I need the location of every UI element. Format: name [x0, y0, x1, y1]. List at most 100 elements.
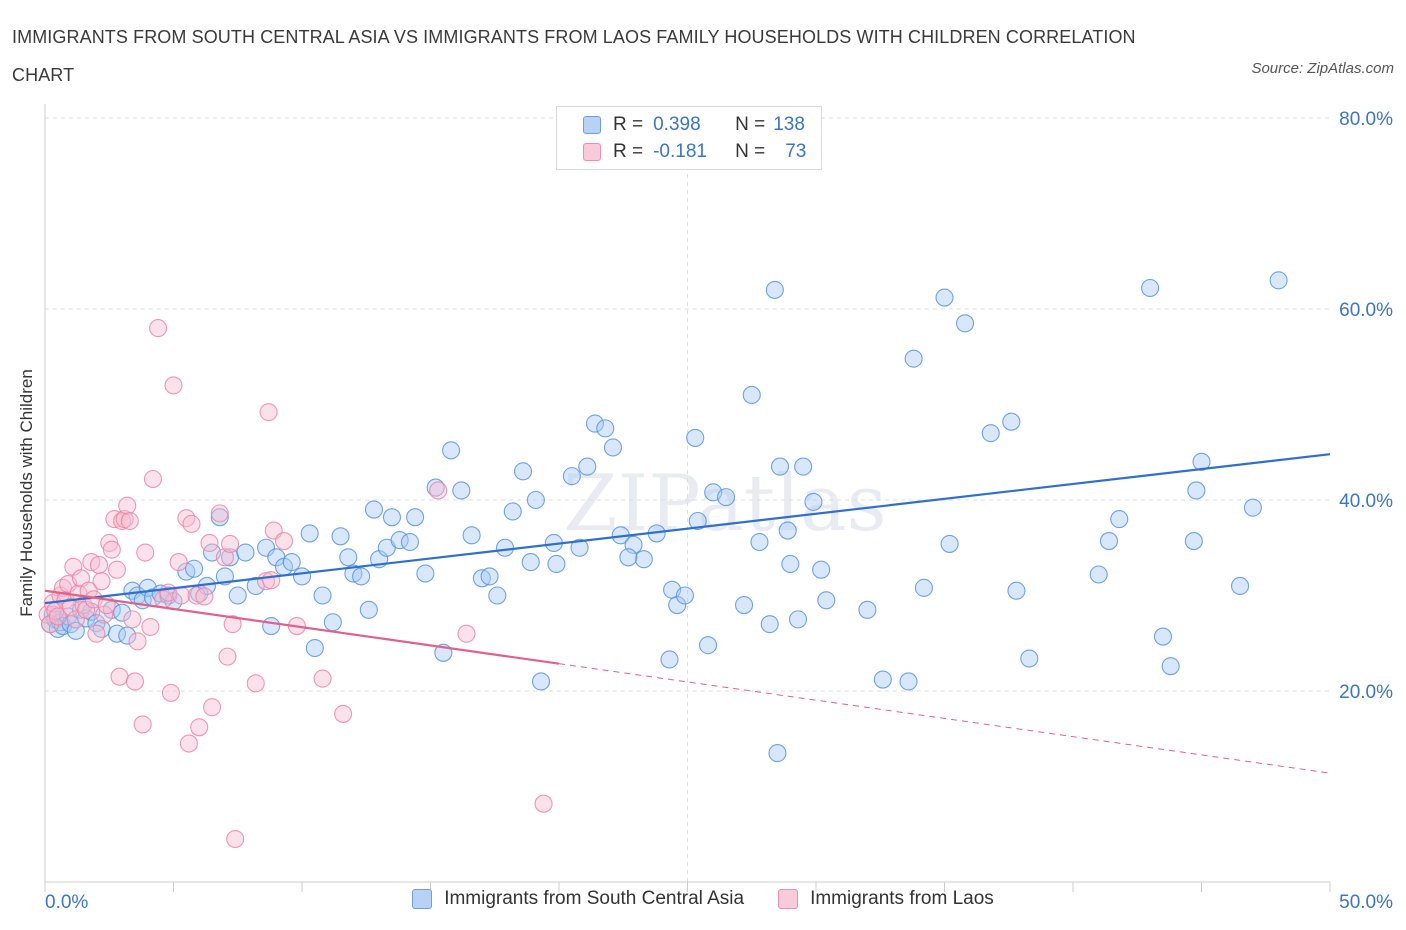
point-laos	[143, 469, 162, 489]
n-label: N =	[735, 141, 766, 162]
point-south-central-asia	[305, 638, 324, 658]
trend-line-laos-dashed	[558, 663, 1331, 774]
point-laos	[203, 698, 222, 717]
point-south-central-asia	[1269, 271, 1288, 290]
point-south-central-asia	[585, 414, 605, 433]
point-south-central-asia	[781, 554, 800, 574]
point-laos	[118, 496, 137, 515]
point-south-central-asia	[521, 553, 540, 572]
point-south-central-asia	[603, 438, 623, 457]
point-laos	[246, 674, 265, 693]
point-south-central-asia	[352, 567, 371, 586]
point-laos	[172, 586, 191, 605]
point-south-central-asia	[817, 591, 836, 610]
data-points	[38, 271, 1288, 849]
point-south-central-asia	[526, 490, 545, 510]
point-south-central-asia	[570, 538, 589, 557]
point-south-central-asia	[1099, 532, 1119, 551]
legend-item-south-central-asia[interactable]: Immigrants from South Central Asia	[412, 888, 744, 910]
point-laos	[534, 794, 553, 813]
point-south-central-asia	[716, 488, 736, 507]
point-laos	[120, 511, 139, 531]
point-south-central-asia	[400, 532, 419, 552]
point-south-central-asia	[619, 548, 638, 567]
point-laos	[210, 504, 229, 523]
point-south-central-asia	[812, 560, 831, 579]
legend-label: Immigrants from South Central Asia	[444, 888, 745, 909]
point-laos	[107, 560, 127, 579]
point-laos	[187, 586, 206, 605]
legend-item-laos[interactable]: Immigrants from Laos	[778, 888, 994, 910]
point-south-central-asia	[760, 615, 779, 634]
point-south-central-asia	[323, 613, 342, 632]
point-south-central-asia	[804, 492, 823, 511]
point-south-central-asia	[956, 314, 975, 333]
point-south-central-asia	[503, 502, 522, 521]
trend-lines	[44, 453, 1331, 774]
stats-row-laos: R = -0.181 N = 73	[583, 139, 806, 165]
point-south-central-asia	[472, 569, 491, 588]
point-laos	[226, 829, 245, 849]
point-laos	[334, 704, 353, 723]
point-south-central-asia	[935, 288, 954, 307]
point-laos	[79, 581, 98, 600]
point-south-central-asia	[1184, 532, 1203, 551]
point-laos	[218, 647, 237, 666]
point-laos	[102, 540, 121, 559]
point-south-central-asia	[416, 564, 435, 583]
stats-legend: R = 0.398 N = 138 R = -0.181 N = 73	[556, 106, 822, 170]
point-laos	[259, 403, 278, 422]
point-laos	[169, 553, 188, 572]
point-laos	[136, 543, 155, 562]
point-south-central-asia	[596, 419, 615, 438]
point-south-central-asia	[1110, 510, 1129, 529]
legend-label: Immigrants from Laos	[810, 888, 994, 909]
point-south-central-asia	[113, 603, 132, 622]
point-laos	[48, 607, 67, 626]
point-south-central-asia	[442, 441, 461, 460]
chart-source: Source: ZipAtlas.com	[1251, 60, 1394, 77]
legend-swatch-pink	[583, 143, 601, 161]
point-south-central-asia	[215, 567, 234, 586]
legend-swatch-pink	[778, 889, 799, 909]
point-laos	[220, 534, 240, 553]
point-south-central-asia	[426, 478, 445, 497]
r-value: -0.181	[653, 141, 707, 162]
n-value: 73	[785, 141, 807, 162]
point-laos	[177, 509, 196, 528]
point-south-central-asia	[331, 527, 350, 546]
stats-row-south-central-asia: R = 0.398 N = 138	[583, 112, 805, 138]
point-laos	[87, 624, 106, 643]
point-south-central-asia	[339, 548, 358, 567]
point-south-central-asia	[118, 626, 137, 645]
point-south-central-asia	[940, 534, 959, 553]
point-south-central-asia	[185, 559, 204, 578]
point-laos	[133, 715, 152, 734]
point-south-central-asia	[562, 467, 581, 486]
point-south-central-asia	[313, 586, 332, 605]
series-legend: Immigrants from South Central Asia Immig…	[0, 888, 1406, 910]
point-south-central-asia	[262, 617, 281, 636]
x-tick-label-max: 50.0%	[1339, 892, 1393, 913]
point-south-central-asia	[660, 650, 679, 669]
point-south-central-asia	[1020, 649, 1039, 668]
legend-swatch-blue	[412, 889, 433, 909]
point-south-central-asia	[359, 600, 378, 619]
chart-title: IMMIGRANTS FROM SOUTH CENTRAL ASIA VS IM…	[12, 27, 1136, 85]
point-south-central-asia	[788, 610, 808, 629]
point-south-central-asia	[1187, 481, 1206, 500]
point-south-central-asia	[406, 508, 425, 527]
point-laos	[457, 624, 476, 643]
point-south-central-asia	[578, 457, 597, 476]
point-south-central-asia	[750, 532, 769, 552]
point-south-central-asia	[364, 500, 384, 519]
point-laos	[195, 587, 214, 606]
point-south-central-asia	[382, 508, 402, 527]
point-south-central-asia	[1002, 412, 1021, 431]
point-laos	[77, 600, 96, 619]
point-south-central-asia	[236, 543, 255, 562]
point-south-central-asia	[452, 481, 471, 500]
point-south-central-asia	[1007, 581, 1026, 600]
trend-line-south-central-asia	[44, 453, 1331, 605]
point-south-central-asia	[675, 586, 694, 605]
